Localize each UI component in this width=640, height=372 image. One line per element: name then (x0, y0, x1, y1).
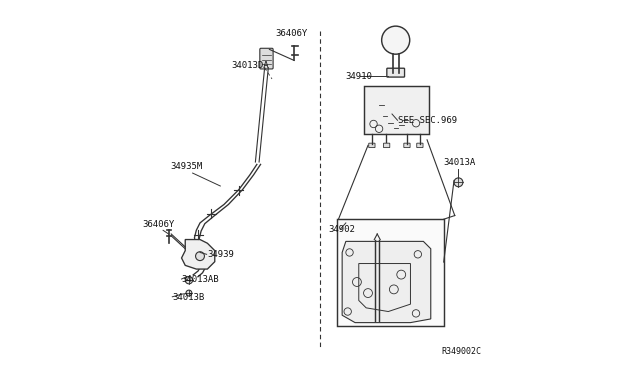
Text: 34013B: 34013B (172, 294, 205, 302)
FancyBboxPatch shape (260, 48, 273, 69)
Circle shape (454, 178, 463, 187)
Text: 34902: 34902 (328, 225, 355, 234)
Circle shape (196, 252, 204, 260)
Text: 34939: 34939 (207, 250, 234, 259)
FancyBboxPatch shape (383, 143, 390, 148)
PathPatch shape (364, 86, 429, 134)
PathPatch shape (182, 240, 215, 269)
Text: R349002C: R349002C (442, 347, 482, 356)
Text: SEE SEC.969: SEE SEC.969 (397, 116, 457, 125)
Text: 36406Y: 36406Y (143, 219, 175, 229)
Bar (337, 219, 444, 326)
Text: 34935M: 34935M (170, 163, 203, 171)
Circle shape (186, 290, 192, 296)
FancyBboxPatch shape (417, 143, 423, 148)
Circle shape (381, 26, 410, 54)
PathPatch shape (342, 241, 431, 323)
Text: 34910: 34910 (345, 72, 372, 81)
FancyBboxPatch shape (387, 68, 404, 77)
FancyBboxPatch shape (369, 143, 375, 148)
Text: 34013A: 34013A (444, 158, 476, 167)
Circle shape (185, 276, 193, 284)
Text: 34013AB: 34013AB (182, 275, 219, 284)
Text: 36406Y: 36406Y (276, 29, 308, 38)
Text: 34013DA: 34013DA (232, 61, 269, 70)
FancyBboxPatch shape (404, 143, 410, 148)
